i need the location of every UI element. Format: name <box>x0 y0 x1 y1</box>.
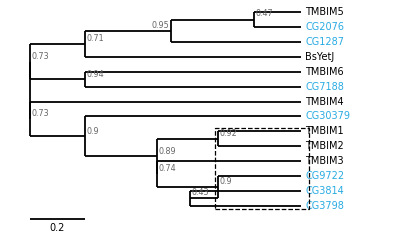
Text: BsYetJ: BsYetJ <box>305 52 334 62</box>
Text: 0.73: 0.73 <box>31 52 49 61</box>
Text: TMBIM3: TMBIM3 <box>305 156 344 166</box>
Text: CG7188: CG7188 <box>305 82 344 92</box>
Text: TMBIM4: TMBIM4 <box>305 97 344 107</box>
Text: TMBIM1: TMBIM1 <box>305 126 344 136</box>
Text: 0.2: 0.2 <box>50 223 65 233</box>
Text: 0.47: 0.47 <box>255 9 273 18</box>
Text: 0.9: 0.9 <box>86 127 99 136</box>
Text: 0.9: 0.9 <box>219 177 232 186</box>
Text: CG30379: CG30379 <box>305 111 350 121</box>
Text: 0.94: 0.94 <box>86 70 104 79</box>
Text: 0.43: 0.43 <box>192 188 209 197</box>
Text: 0.95: 0.95 <box>152 21 170 30</box>
Text: 0.73: 0.73 <box>31 109 49 118</box>
Text: TMBIM5: TMBIM5 <box>305 8 344 17</box>
Text: 0.74: 0.74 <box>158 164 176 173</box>
Text: 0.71: 0.71 <box>86 34 104 43</box>
Bar <box>215 127 309 209</box>
Text: CG3814: CG3814 <box>305 186 344 196</box>
Text: CG2076: CG2076 <box>305 22 344 32</box>
Text: TMBIM2: TMBIM2 <box>305 141 344 151</box>
Text: CG3798: CG3798 <box>305 201 344 211</box>
Text: TMBIM6: TMBIM6 <box>305 67 344 77</box>
Text: CG9722: CG9722 <box>305 171 344 181</box>
Text: 0.89: 0.89 <box>158 147 176 156</box>
Text: 0.92: 0.92 <box>219 129 237 138</box>
Text: CG1287: CG1287 <box>305 37 344 47</box>
